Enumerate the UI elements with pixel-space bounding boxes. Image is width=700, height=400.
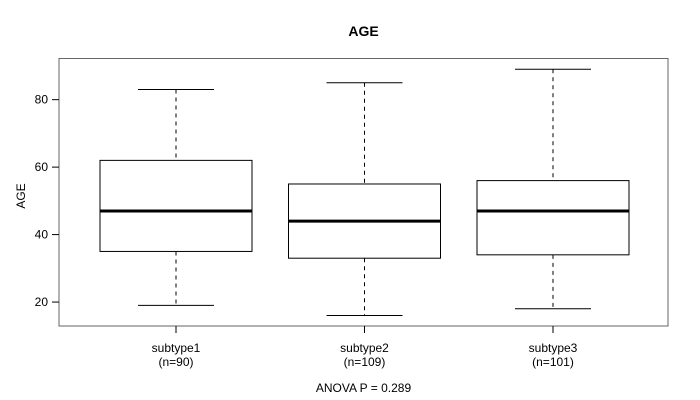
x-label-subtype2: subtype2	[340, 341, 389, 355]
x-sublabel-subtype2: (n=109)	[344, 355, 386, 369]
anova-annotation: ANOVA P = 0.289	[316, 381, 412, 395]
x-sublabel-subtype1: (n=90)	[158, 355, 193, 369]
x-label-subtype3: subtype3	[529, 341, 578, 355]
y-tick-label: 60	[35, 160, 49, 174]
y-tick-label: 40	[35, 228, 49, 242]
y-tick-label: 20	[35, 295, 49, 309]
chart-title: AGE	[348, 23, 378, 39]
y-tick-label: 80	[35, 93, 49, 107]
plot-frame	[58, 58, 669, 327]
x-sublabel-subtype3: (n=101)	[532, 355, 574, 369]
x-label-subtype1: subtype1	[152, 341, 201, 355]
plot-area: 20 40 60 80 subtype1(n=90) subtype2(n=109) sub…	[35, 58, 669, 369]
y-axis-label: AGE	[14, 183, 28, 208]
iqr-box-subtype1	[99, 159, 253, 252]
iqr-box-subtype3	[476, 180, 630, 256]
